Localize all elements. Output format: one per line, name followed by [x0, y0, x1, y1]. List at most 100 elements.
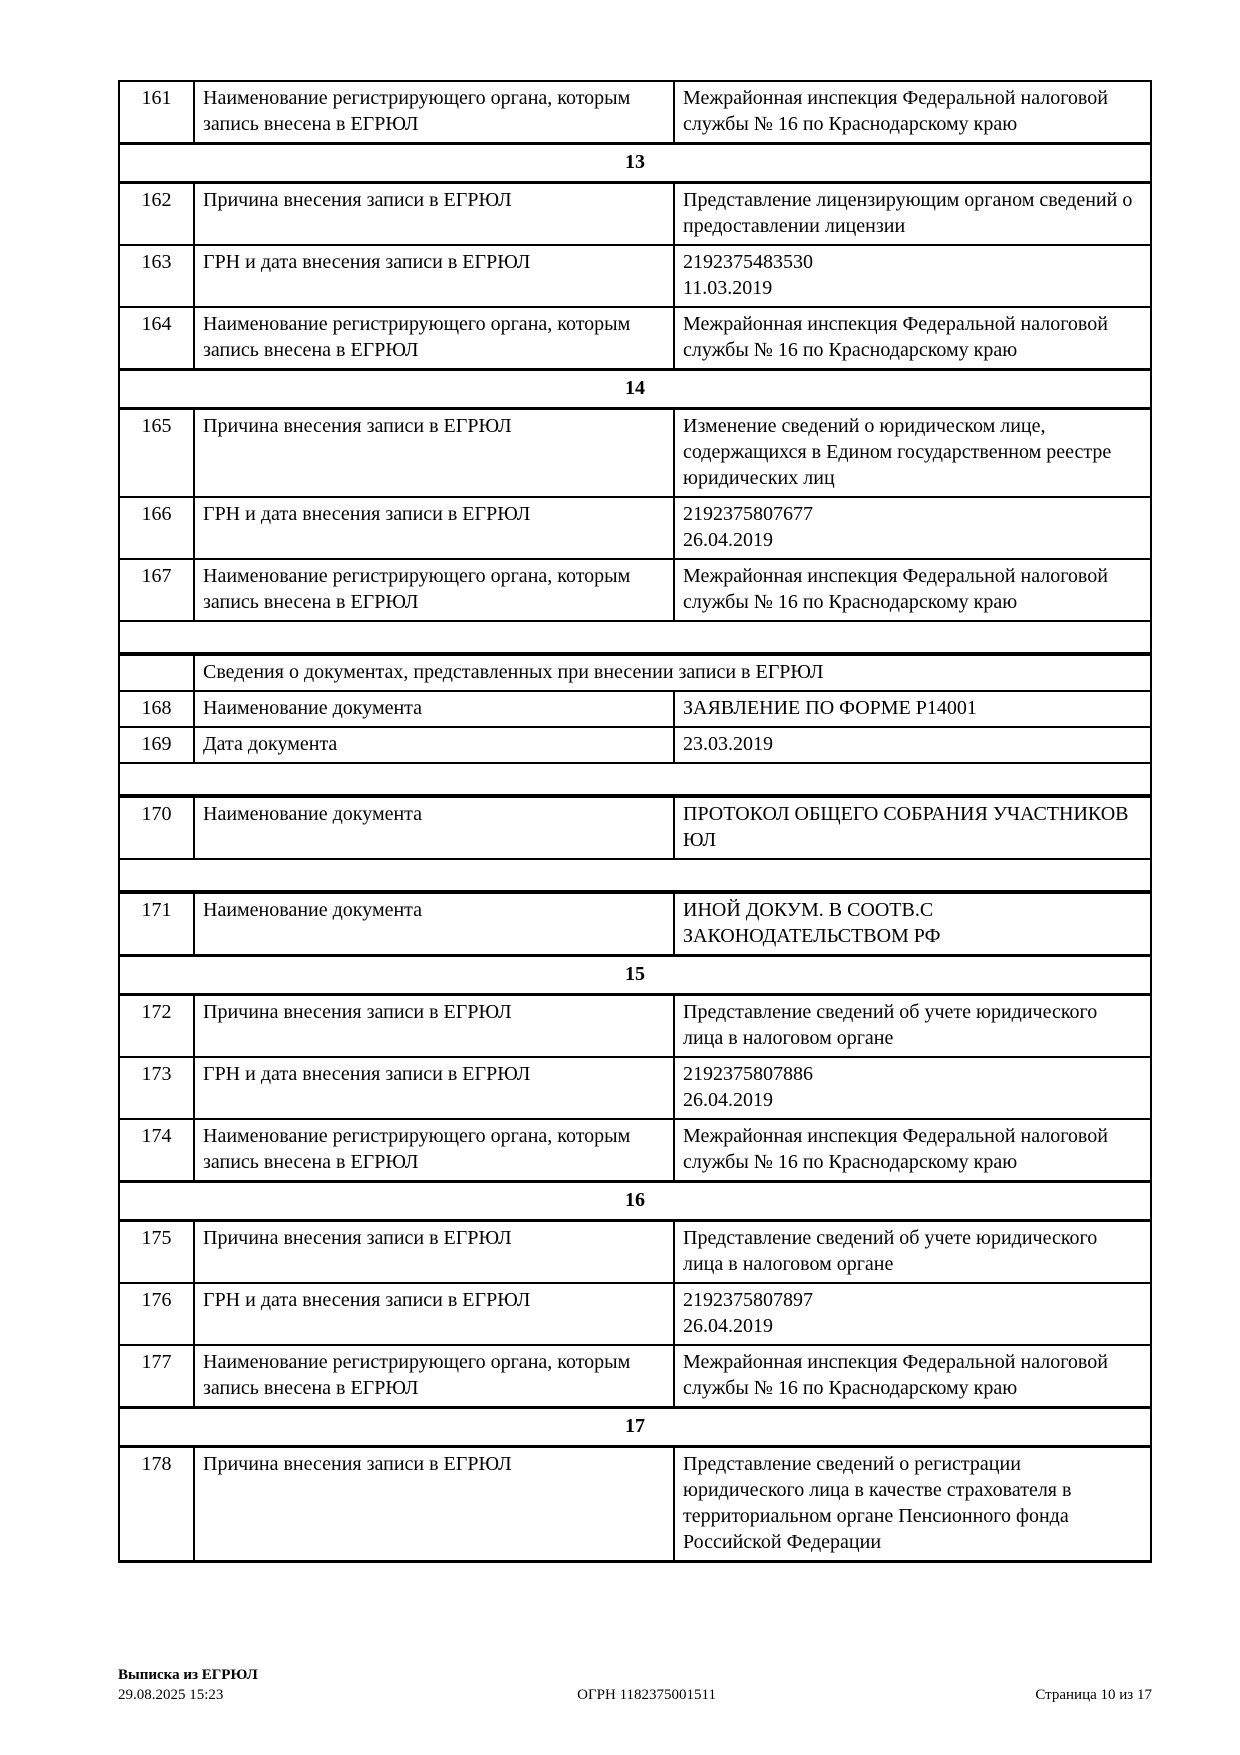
field-value-line: Межрайонная инспекция Федеральной налого…: [683, 1125, 1108, 1173]
field-label-cell: Причина внесения записи в ЕГРЮЛ: [195, 184, 675, 244]
field-value-line: Межрайонная инспекция Федеральной налого…: [683, 313, 1108, 361]
field-value-line: 2192375483530: [683, 251, 813, 273]
field-label-cell: Наименование регистрирующего органа, кот…: [195, 308, 675, 368]
field-value-line: 2192375807677: [683, 503, 813, 525]
row-number-cell: 161: [120, 82, 195, 142]
row-number-cell: 177: [120, 1346, 195, 1406]
row-number-cell: 164: [120, 308, 195, 368]
table-row: 164 Наименование регистрирующего органа, …: [120, 308, 1150, 370]
section-number-row: 15: [120, 956, 1150, 996]
table-row: 176 ГРН и дата внесения записи в ЕГРЮЛ 219…: [120, 1284, 1150, 1346]
table-row: 178 Причина внесения записи в ЕГРЮЛ Предст…: [120, 1448, 1150, 1560]
row-number-cell: 165: [120, 410, 195, 496]
row-number-cell: 168: [120, 692, 195, 726]
table-row: 171 Наименование документа ИНОЙ ДОКУМ. В С…: [120, 894, 1150, 956]
field-value-line: Представление лицензирующим органом свед…: [683, 189, 1133, 237]
field-label-cell: Причина внесения записи в ЕГРЮЛ: [195, 1222, 675, 1282]
field-label-cell: Наименование регистрирующего органа, кот…: [195, 560, 675, 620]
section-number-row: 16: [120, 1182, 1150, 1222]
field-value-cell: Межрайонная инспекция Федеральной налого…: [675, 308, 1150, 368]
table-row: 161 Наименование регистрирующего органа, …: [120, 82, 1150, 144]
spacer-row: [120, 764, 1150, 798]
footer-ogrn: ОГРН 1182375001511: [577, 1687, 716, 1704]
field-value-line: 11.03.2019: [683, 277, 773, 299]
field-label-cell: Наименование документа: [195, 894, 675, 954]
row-number-cell: 169: [120, 728, 195, 762]
table-row: 172 Причина внесения записи в ЕГРЮЛ Предст…: [120, 996, 1150, 1058]
field-value-line: Представление сведений об учете юридичес…: [683, 1227, 1098, 1275]
table-row: 165 Причина внесения записи в ЕГРЮЛ Измене…: [120, 410, 1150, 498]
field-label-cell: Причина внесения записи в ЕГРЮЛ: [195, 410, 675, 496]
table-row: 167 Наименование регистрирующего органа, …: [120, 560, 1150, 622]
field-label-cell: Дата документа: [195, 728, 675, 762]
section-number: 15: [625, 963, 645, 985]
field-value-line: Межрайонная инспекция Федеральной налого…: [683, 1351, 1108, 1399]
table-row: 170 Наименование документа ПРОТОКОЛ ОБЩЕГО…: [120, 798, 1150, 860]
field-label-cell: ГРН и дата внесения записи в ЕГРЮЛ: [195, 246, 675, 306]
field-value-line: 23.03.2019: [683, 733, 773, 755]
field-value-cell: Межрайонная инспекция Федеральной налого…: [675, 1120, 1150, 1180]
table-row: 174 Наименование регистрирующего органа, …: [120, 1120, 1150, 1182]
field-value-line: 26.04.2019: [683, 529, 773, 551]
section-number-row: 13: [120, 144, 1150, 184]
field-value-line: Межрайонная инспекция Федеральной налого…: [683, 565, 1108, 613]
table-row: 173 ГРН и дата внесения записи в ЕГРЮЛ 219…: [120, 1058, 1150, 1120]
field-value-line: ИНОЙ ДОКУМ. В СООТВ.С ЗАКОНОДАТЕЛЬСТВОМ …: [683, 899, 941, 947]
section-number-row: 17: [120, 1408, 1150, 1448]
field-value-line: Представление сведений об учете юридичес…: [683, 1001, 1098, 1049]
subheader-cell: Сведения о документах, представленных пр…: [203, 661, 824, 683]
field-value-cell: Представление лицензирующим органом свед…: [675, 184, 1150, 244]
field-value-cell: Межрайонная инспекция Федеральной налого…: [675, 560, 1150, 620]
field-label-cell: Причина внесения записи в ЕГРЮЛ: [195, 1448, 675, 1560]
footer-document-title: Выписка из ЕГРЮЛ: [118, 1667, 258, 1683]
field-value-line: 2192375807886: [683, 1063, 813, 1085]
field-label-cell: Причина внесения записи в ЕГРЮЛ: [195, 996, 675, 1056]
table-row: 162 Причина внесения записи в ЕГРЮЛ Предст…: [120, 184, 1150, 246]
spacer-row: [120, 622, 1150, 656]
row-number-cell: 176: [120, 1284, 195, 1344]
field-value-cell: ЗАЯВЛЕНИЕ ПО ФОРМЕ Р14001: [675, 692, 1150, 726]
row-number-cell: 173: [120, 1058, 195, 1118]
table-row: 175 Причина внесения записи в ЕГРЮЛ Предст…: [120, 1222, 1150, 1284]
field-value-line: ЗАЯВЛЕНИЕ ПО ФОРМЕ Р14001: [683, 697, 977, 719]
section-number: 17: [625, 1415, 645, 1437]
footer-left: Выписка из ЕГРЮЛ 29.08.2025 15:23: [118, 1665, 258, 1706]
field-label-cell: Наименование документа: [195, 798, 675, 858]
field-label-cell: ГРН и дата внесения записи в ЕГРЮЛ: [195, 498, 675, 558]
field-value-line: 26.04.2019: [683, 1089, 773, 1111]
row-number-cell: 162: [120, 184, 195, 244]
field-label-cell: ГРН и дата внесения записи в ЕГРЮЛ: [195, 1284, 675, 1344]
row-number-cell: 170: [120, 798, 195, 858]
table-row: 169 Дата документа 23.03.2019: [120, 728, 1150, 764]
row-number-cell: 174: [120, 1120, 195, 1180]
field-value-cell: Межрайонная инспекция Федеральной налого…: [675, 82, 1150, 142]
field-value-cell: 2192375807677 26.04.2019: [675, 498, 1150, 558]
field-value-cell: Изменение сведений о юридическом лице, с…: [675, 410, 1150, 496]
table-row: 166 ГРН и дата внесения записи в ЕГРЮЛ 219…: [120, 498, 1150, 560]
field-value-line: ПРОТОКОЛ ОБЩЕГО СОБРАНИЯ УЧАСТНИКОВ ЮЛ: [683, 803, 1129, 851]
field-value-cell: 23.03.2019: [675, 728, 1150, 762]
field-label-cell: ГРН и дата внесения записи в ЕГРЮЛ: [195, 1058, 675, 1118]
field-value-line: Межрайонная инспекция Федеральной налого…: [683, 87, 1108, 135]
row-number-cell: 175: [120, 1222, 195, 1282]
field-label-cell: Наименование регистрирующего органа, кот…: [195, 1120, 675, 1180]
section-number-row: 14: [120, 370, 1150, 410]
row-number-cell: 166: [120, 498, 195, 558]
field-value-cell: Межрайонная инспекция Федеральной налого…: [675, 1346, 1150, 1406]
footer-datetime: 29.08.2025 15:23: [118, 1687, 224, 1704]
field-value-cell: Представление сведений об учете юридичес…: [675, 996, 1150, 1056]
field-value-cell: Представление сведений об учете юридичес…: [675, 1222, 1150, 1282]
row-number-cell: 171: [120, 894, 195, 954]
row-number-cell: 163: [120, 246, 195, 306]
field-value-cell: 2192375483530 11.03.2019: [675, 246, 1150, 306]
field-value-cell: ПРОТОКОЛ ОБЩЕГО СОБРАНИЯ УЧАСТНИКОВ ЮЛ: [675, 798, 1150, 858]
field-value-line: 26.04.2019: [683, 1315, 773, 1337]
spacer-row: [120, 860, 1150, 894]
section-number: 16: [625, 1189, 645, 1211]
page-footer: Выписка из ЕГРЮЛ 29.08.2025 15:23 ОГРН 1…: [118, 1665, 1152, 1706]
row-number-cell: 172: [120, 996, 195, 1056]
documents-subheader-row: Сведения о документах, представленных пр…: [120, 656, 1150, 692]
egrul-table: 161 Наименование регистрирующего органа, …: [118, 80, 1152, 1563]
field-value-line: Изменение сведений о юридическом лице, с…: [683, 415, 1112, 489]
